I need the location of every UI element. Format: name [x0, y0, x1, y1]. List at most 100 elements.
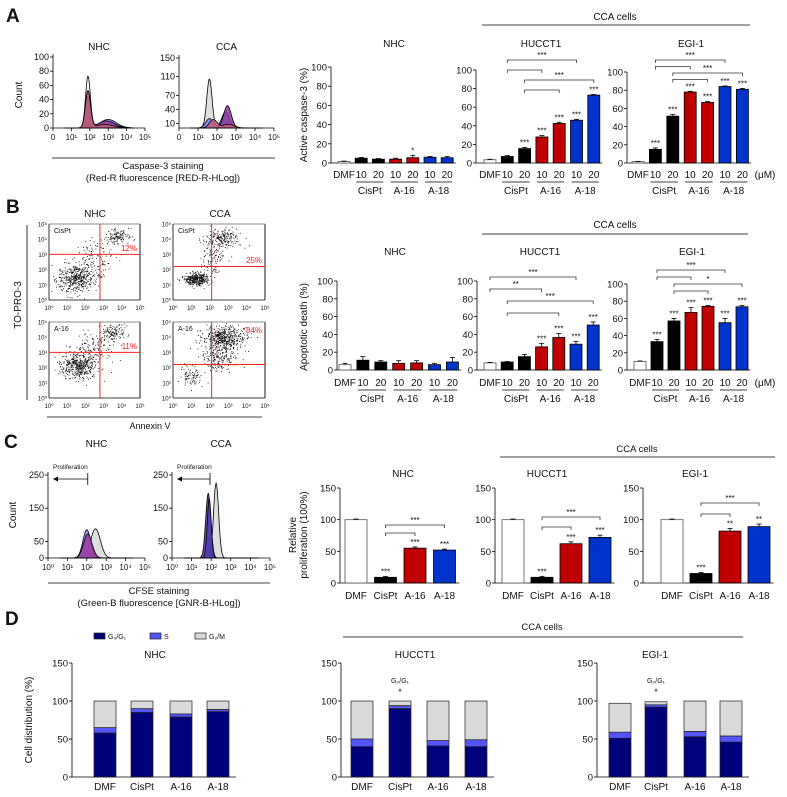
scatter-point: [196, 278, 198, 280]
scatter-point: [217, 237, 219, 239]
scatter-point: [201, 281, 203, 282]
scatter-point: [59, 276, 61, 278]
scatter-point: [225, 326, 227, 327]
scatter-point: [98, 349, 100, 350]
scatter-point: [210, 225, 212, 227]
scatter-point: [89, 357, 91, 359]
bar: [518, 148, 531, 164]
scatter-point: [235, 235, 237, 236]
scatter-point: [78, 366, 80, 368]
scatter-point: [102, 248, 104, 249]
scatter-point: [228, 230, 230, 231]
scatter-point: [68, 282, 70, 284]
significance-stars: *: [411, 146, 414, 155]
quadrant-percent: 12%: [121, 244, 137, 253]
scatter-point: [215, 269, 217, 271]
scatter-point: [243, 367, 245, 368]
scatter-point: [94, 367, 96, 368]
y-tick-label: 100: [623, 515, 639, 526]
scatter-point: [232, 340, 234, 342]
scatter-point: [204, 250, 206, 251]
scatter-point: [63, 282, 65, 284]
scatter-point: [233, 347, 235, 349]
scatter-point: [231, 326, 232, 328]
treatment-label: A-16: [178, 326, 193, 333]
scatter-point: [78, 368, 80, 370]
scatter-point: [77, 367, 79, 369]
scatter-point: [221, 367, 223, 368]
scatter-point: [228, 241, 230, 243]
scatter-point: [231, 345, 232, 347]
scatter-point: [226, 336, 228, 338]
scatter-point: [220, 252, 222, 254]
scatter-point: [81, 280, 83, 282]
scatter-point: [212, 243, 214, 244]
scatter-point: [84, 362, 85, 364]
scatter-point: [116, 334, 118, 336]
scatter-point: [81, 371, 83, 373]
scatter-point: [216, 368, 218, 370]
scatter-point: [182, 276, 183, 278]
x-tick-label: 10²: [205, 563, 217, 572]
y-tick-label: 40: [39, 95, 49, 105]
scatter-point: [97, 342, 99, 344]
scatter-point: [185, 273, 187, 275]
scatter-point: [78, 378, 80, 380]
scatter-point: [98, 367, 99, 369]
scatter-point: [94, 280, 96, 282]
scatter-point: [73, 352, 75, 354]
x-tick-label: 20: [442, 170, 454, 181]
scatter-point: [195, 369, 197, 371]
scatter-point: [220, 236, 221, 238]
scatter-point: [208, 348, 210, 350]
scatter-point: [200, 283, 202, 285]
scatter-point: [232, 339, 234, 341]
scatter-point: [85, 350, 86, 352]
scatter-point: [214, 259, 216, 261]
scatter-point: [54, 369, 56, 371]
scatter-point: [88, 258, 90, 260]
scatter-point: [225, 233, 227, 235]
x-tick-label: 10: [357, 378, 369, 389]
scatter-point: [84, 286, 86, 287]
scatter-point: [91, 237, 93, 239]
scatter-point: [78, 374, 80, 376]
scatter-point: [77, 370, 79, 372]
scatter-point: [70, 271, 71, 273]
y-tick-label: 150: [320, 484, 336, 495]
x-tick-label: 20: [588, 170, 600, 181]
quadrant-percent: 25%: [246, 256, 262, 265]
scatter-point: [62, 277, 64, 279]
scatter-point: [85, 357, 87, 359]
scatter-point: [83, 247, 84, 248]
scatter-point: [213, 257, 215, 259]
scatter-point: [80, 368, 82, 370]
scatter-point: [196, 273, 197, 275]
scatter-point: [224, 329, 226, 331]
scatter-point: [209, 351, 211, 353]
scatter-point: [199, 376, 201, 378]
scatter-point: [88, 278, 90, 280]
scatter-point: [209, 283, 211, 285]
scatter-point: [208, 329, 210, 331]
scatter-point: [70, 291, 72, 293]
y-axis-label: proliferation (100%): [299, 491, 310, 578]
significance-bracket: [506, 300, 594, 304]
scatter-point: [84, 373, 86, 375]
scatter-point: [218, 342, 219, 344]
y-tick-label: 40: [461, 121, 472, 132]
scatter-point: [218, 349, 220, 351]
group-label: CisPt: [358, 186, 382, 197]
scatter-point: [198, 279, 200, 281]
scatter-point: [224, 330, 226, 332]
chart-title: HUCCT1: [527, 469, 568, 480]
scatter-point: [85, 272, 87, 274]
scatter-point: [82, 344, 84, 346]
scatter-point: [223, 356, 225, 358]
scatter-point: [64, 272, 66, 274]
scatter-point: [213, 357, 215, 359]
stacked-segment-s: [130, 708, 154, 713]
scatter-point: [92, 249, 94, 251]
scatter-point: [229, 229, 231, 231]
